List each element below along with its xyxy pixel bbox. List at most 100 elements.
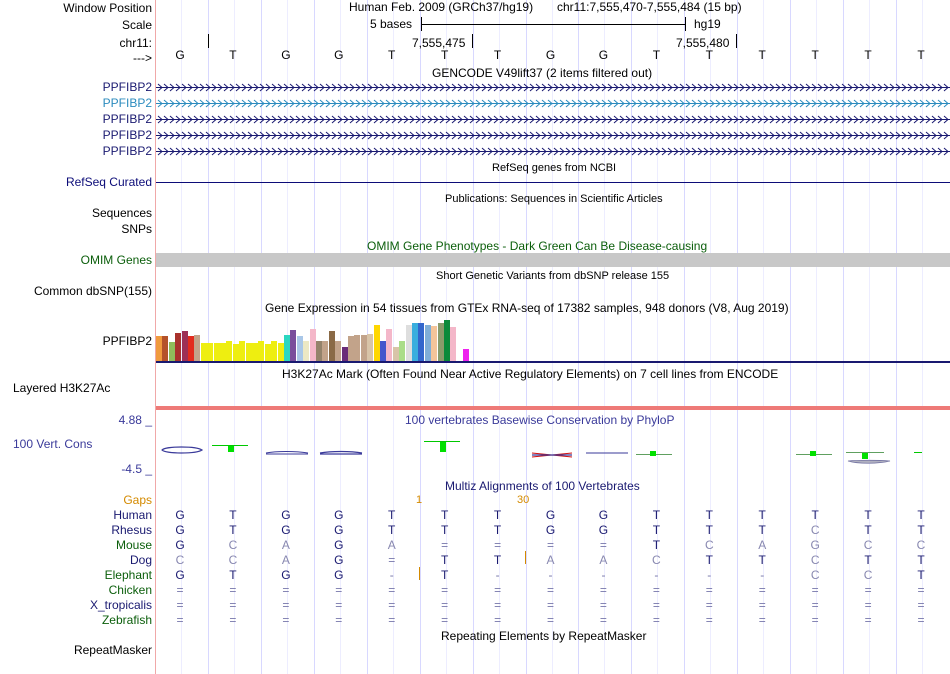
phylop-signal[interactable] — [156, 436, 950, 468]
ruler-tick — [472, 34, 473, 48]
gtex-tissue-bar[interactable] — [207, 343, 214, 361]
repeatmasker-label[interactable]: RepeatMasker — [73, 643, 152, 657]
gtex-tissue-bar[interactable] — [405, 325, 412, 361]
gencode-item-label[interactable]: PPFIBP2 — [102, 144, 152, 158]
gtex-tissue-bar[interactable] — [264, 344, 271, 361]
gtex-tissue-bar[interactable] — [367, 334, 374, 361]
species-label-x-tropicalis[interactable]: X_tropicalis — [89, 598, 152, 612]
gtex-tissue-bar[interactable] — [322, 341, 329, 361]
gene-model-ppfibp2[interactable] — [156, 99, 950, 108]
snps-label[interactable]: SNPs — [121, 222, 152, 236]
gridline — [208, 0, 209, 674]
phylop-track-label[interactable]: 100 Vert. Cons — [13, 437, 93, 451]
gtex-tissue-bar[interactable] — [200, 343, 207, 361]
gtex-tissue-bar[interactable] — [277, 343, 284, 361]
refseq-curated-label[interactable]: RefSeq Curated — [65, 175, 152, 189]
gtex-tissue-bar[interactable] — [232, 344, 239, 361]
gtex-expression-chart[interactable] — [156, 316, 950, 361]
gtex-tissue-bar[interactable] — [399, 341, 406, 361]
gtex-tissue-bar[interactable] — [188, 336, 194, 361]
gtex-gene-label[interactable]: PPFIBP2 — [102, 334, 152, 348]
omim-genes-label[interactable]: OMIM Genes — [80, 253, 152, 267]
gtex-tissue-bar[interactable] — [412, 323, 418, 361]
ruler-tick — [208, 34, 209, 48]
gtex-tissue-bar[interactable] — [386, 329, 393, 361]
gtex-tissue-bar[interactable] — [309, 329, 316, 361]
species-label-rhesus[interactable]: Rhesus — [111, 523, 152, 537]
gene-model-ppfibp2[interactable] — [156, 147, 950, 156]
species-label-zebrafish[interactable]: Zebrafish — [101, 613, 152, 627]
gtex-tissue-bar[interactable] — [303, 341, 310, 361]
gtex-tissue-bar[interactable] — [290, 330, 297, 361]
gene-model-ppfibp2[interactable] — [156, 131, 950, 140]
gene-model-ppfibp2[interactable] — [156, 83, 950, 92]
gtex-tissue-bar[interactable] — [245, 343, 252, 361]
species-label-chicken[interactable]: Chicken — [108, 583, 152, 597]
h3k27ac-label[interactable]: Layered H3K27Ac — [13, 381, 111, 395]
aligned-base: = — [282, 613, 290, 627]
publications-sequences-label[interactable]: Sequences — [91, 206, 152, 220]
gtex-tissue-bar[interactable] — [168, 342, 175, 361]
gtex-tissue-bar[interactable] — [354, 335, 361, 361]
gtex-tissue-bar[interactable] — [444, 320, 450, 361]
gencode-item-label[interactable]: PPFIBP2 — [102, 96, 152, 110]
gtex-tissue-bar[interactable] — [437, 323, 444, 361]
gtex-tissue-bar[interactable] — [271, 341, 278, 361]
gtex-tissue-bar[interactable] — [341, 347, 348, 361]
species-label-mouse[interactable]: Mouse — [115, 538, 152, 552]
gtex-tissue-bar[interactable] — [175, 333, 182, 361]
aligned-base: = — [705, 598, 713, 612]
gtex-tissue-bar[interactable] — [239, 341, 246, 361]
h3k27ac-signal[interactable] — [156, 406, 950, 410]
aligned-base: = — [546, 583, 554, 597]
gtex-tissue-bar[interactable] — [220, 343, 226, 361]
track-data-area[interactable]: Human Feb. 2009 (GRCh37/hg19) chr11:7,55… — [156, 0, 950, 674]
gridline — [816, 0, 817, 674]
gtex-tissue-bar[interactable] — [392, 347, 399, 361]
species-label-elephant[interactable]: Elephant — [104, 568, 152, 582]
refseq-gene-line[interactable] — [156, 182, 950, 183]
gtex-tissue-bar[interactable] — [463, 349, 470, 361]
gencode-item-label[interactable]: PPFIBP2 — [102, 80, 152, 94]
aligned-base: = — [652, 583, 660, 597]
gtex-tissue-bar[interactable] — [258, 341, 265, 361]
gtex-tissue-bar[interactable] — [450, 327, 457, 361]
aligned-base: T — [440, 508, 449, 522]
gtex-tissue-bar[interactable] — [284, 335, 290, 361]
aligned-base: = — [811, 583, 819, 597]
gtex-tissue-bar[interactable] — [296, 336, 303, 361]
gtex-tissue-bar[interactable] — [213, 343, 220, 361]
gtex-tissue-bar[interactable] — [162, 336, 169, 361]
gtex-tissue-bar[interactable] — [456, 347, 463, 361]
gtex-tissue-bar[interactable] — [328, 331, 335, 361]
species-label-dog[interactable]: Dog — [129, 553, 152, 567]
aligned-base: A — [599, 553, 608, 567]
gtex-tissue-bar[interactable] — [335, 341, 342, 361]
gtex-tissue-bar[interactable] — [418, 323, 425, 361]
gtex-tissue-bar[interactable] — [431, 326, 438, 361]
dbsnp-label[interactable]: Common dbSNP(155) — [33, 284, 152, 298]
gtex-tissue-bar[interactable] — [373, 325, 380, 361]
aligned-base: = — [811, 613, 819, 627]
gtex-tissue-bar[interactable] — [252, 343, 258, 361]
gtex-tissue-bar[interactable] — [380, 341, 386, 361]
gtex-tissue-bar[interactable] — [226, 341, 233, 361]
gtex-tissue-bar[interactable] — [348, 336, 354, 361]
gtex-tissue-bar[interactable] — [194, 335, 201, 361]
phylop-track-title: 100 vertebrates Basewise Conservation by… — [405, 413, 675, 427]
gtex-tissue-bar[interactable] — [360, 335, 367, 361]
gtex-tissue-bar[interactable] — [424, 325, 431, 361]
gtex-tissue-bar[interactable] — [316, 341, 322, 361]
gencode-item-label[interactable]: PPFIBP2 — [102, 128, 152, 142]
gtex-tissue-bar[interactable] — [181, 331, 188, 361]
gencode-item-label[interactable]: PPFIBP2 — [102, 112, 152, 126]
aligned-base: T — [705, 523, 713, 537]
omim-gene-bar[interactable] — [156, 253, 950, 267]
gene-model-ppfibp2[interactable] — [156, 115, 950, 124]
aligned-base: = — [917, 613, 925, 627]
gtex-tissue-bar[interactable] — [156, 336, 162, 361]
gridline — [473, 0, 474, 674]
multiz-track-title: Multiz Alignments of 100 Vertebrates — [445, 479, 640, 493]
species-label-human[interactable]: Human — [113, 508, 152, 522]
